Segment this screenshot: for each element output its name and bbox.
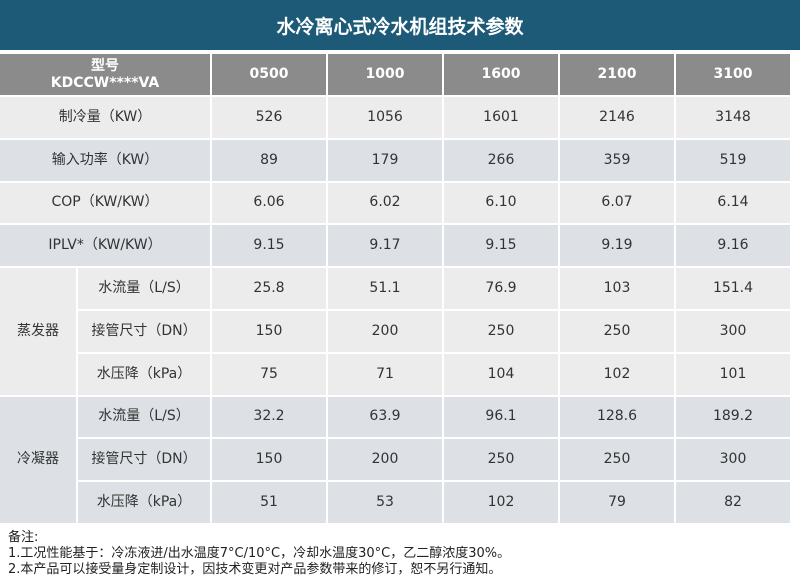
row-label: 接管尺寸（DN） [78, 439, 212, 483]
value-cell: 63.9 [328, 396, 444, 440]
value-cell: 9.19 [560, 225, 676, 269]
notes-heading: 备注: [8, 530, 39, 545]
value-cell: 103 [560, 268, 676, 311]
value-cell: 75 [212, 353, 328, 397]
row-label: 接管尺寸（DN） [78, 311, 212, 354]
value-cell: 82 [676, 482, 792, 525]
row-label: 水流量（L/S） [78, 396, 212, 440]
value-cell: 179 [328, 139, 444, 183]
value-cell: 150 [212, 311, 328, 354]
value-cell: 9.15 [212, 225, 328, 269]
note-line: 1.工况性能基于：冷冻液进/出水温度7°C/10°C，冷却水温度30°C，乙二醇… [8, 546, 511, 561]
value-cell: 526 [212, 97, 328, 140]
value-cell: 200 [328, 311, 444, 354]
row-label: 制冷量（KW） [0, 97, 212, 140]
value-cell: 102 [444, 482, 560, 525]
value-cell: 250 [444, 311, 560, 354]
header-text: KDCCW****VA [50, 74, 160, 91]
header-column: 2100 [560, 54, 676, 97]
value-cell: 266 [444, 139, 560, 183]
value-cell: 250 [444, 439, 560, 483]
value-cell: 25.8 [212, 268, 328, 311]
header-column: 0500 [212, 54, 328, 97]
value-cell: 6.14 [676, 182, 792, 226]
value-cell: 79 [560, 482, 676, 525]
value-cell: 6.06 [212, 182, 328, 226]
header-column: 1000 [328, 54, 444, 97]
value-cell: 76.9 [444, 268, 560, 311]
header-text: 型号 [91, 57, 119, 74]
value-cell: 2146 [560, 97, 676, 140]
value-cell: 189.2 [676, 396, 792, 440]
value-cell: 300 [676, 439, 792, 483]
value-cell: 151.4 [676, 268, 792, 311]
header-model: 型号 KDCCW****VA [0, 54, 212, 97]
value-cell: 300 [676, 311, 792, 354]
value-cell: 104 [444, 353, 560, 397]
value-cell: 102 [560, 353, 676, 397]
value-cell: 71 [328, 353, 444, 397]
row-label: 水压降（kPa） [78, 353, 212, 397]
value-cell: 200 [328, 439, 444, 483]
value-cell: 53 [328, 482, 444, 525]
header-column: 3100 [676, 54, 792, 97]
header-column: 1600 [444, 54, 560, 97]
value-cell: 89 [212, 139, 328, 183]
row-label: 输入功率（KW） [0, 139, 212, 183]
group-label: 蒸发器 [0, 268, 78, 397]
value-cell: 6.10 [444, 182, 560, 226]
value-cell: 96.1 [444, 396, 560, 440]
value-cell: 101 [676, 353, 792, 397]
value-cell: 9.16 [676, 225, 792, 269]
value-cell: 359 [560, 139, 676, 183]
value-cell: 6.07 [560, 182, 676, 226]
title: 水冷离心式冷水机组技术参数 [0, 0, 800, 50]
value-cell: 1056 [328, 97, 444, 140]
value-cell: 6.02 [328, 182, 444, 226]
value-cell: 51.1 [328, 268, 444, 311]
row-label: 水压降（kPa） [78, 482, 212, 525]
value-cell: 519 [676, 139, 792, 183]
value-cell: 1601 [444, 97, 560, 140]
group-label: 冷凝器 [0, 396, 78, 525]
value-cell: 32.2 [212, 396, 328, 440]
value-cell: 9.17 [328, 225, 444, 269]
notes: 备注: 1.工况性能基于：冷冻液进/出水温度7°C/10°C，冷却水温度30°C… [8, 530, 510, 578]
note-line: 2.本产品可以接受量身定制设计，因技术变更对产品参数带来的修订，恕不另行通知。 [8, 562, 502, 577]
value-cell: 250 [560, 439, 676, 483]
value-cell: 51 [212, 482, 328, 525]
row-label: IPLV*（KW/KW） [0, 225, 212, 269]
row-label: 水流量（L/S） [78, 268, 212, 311]
value-cell: 9.15 [444, 225, 560, 269]
row-label: COP（KW/KW） [0, 182, 212, 226]
value-cell: 150 [212, 439, 328, 483]
value-cell: 128.6 [560, 396, 676, 440]
value-cell: 250 [560, 311, 676, 354]
value-cell: 3148 [676, 97, 792, 140]
